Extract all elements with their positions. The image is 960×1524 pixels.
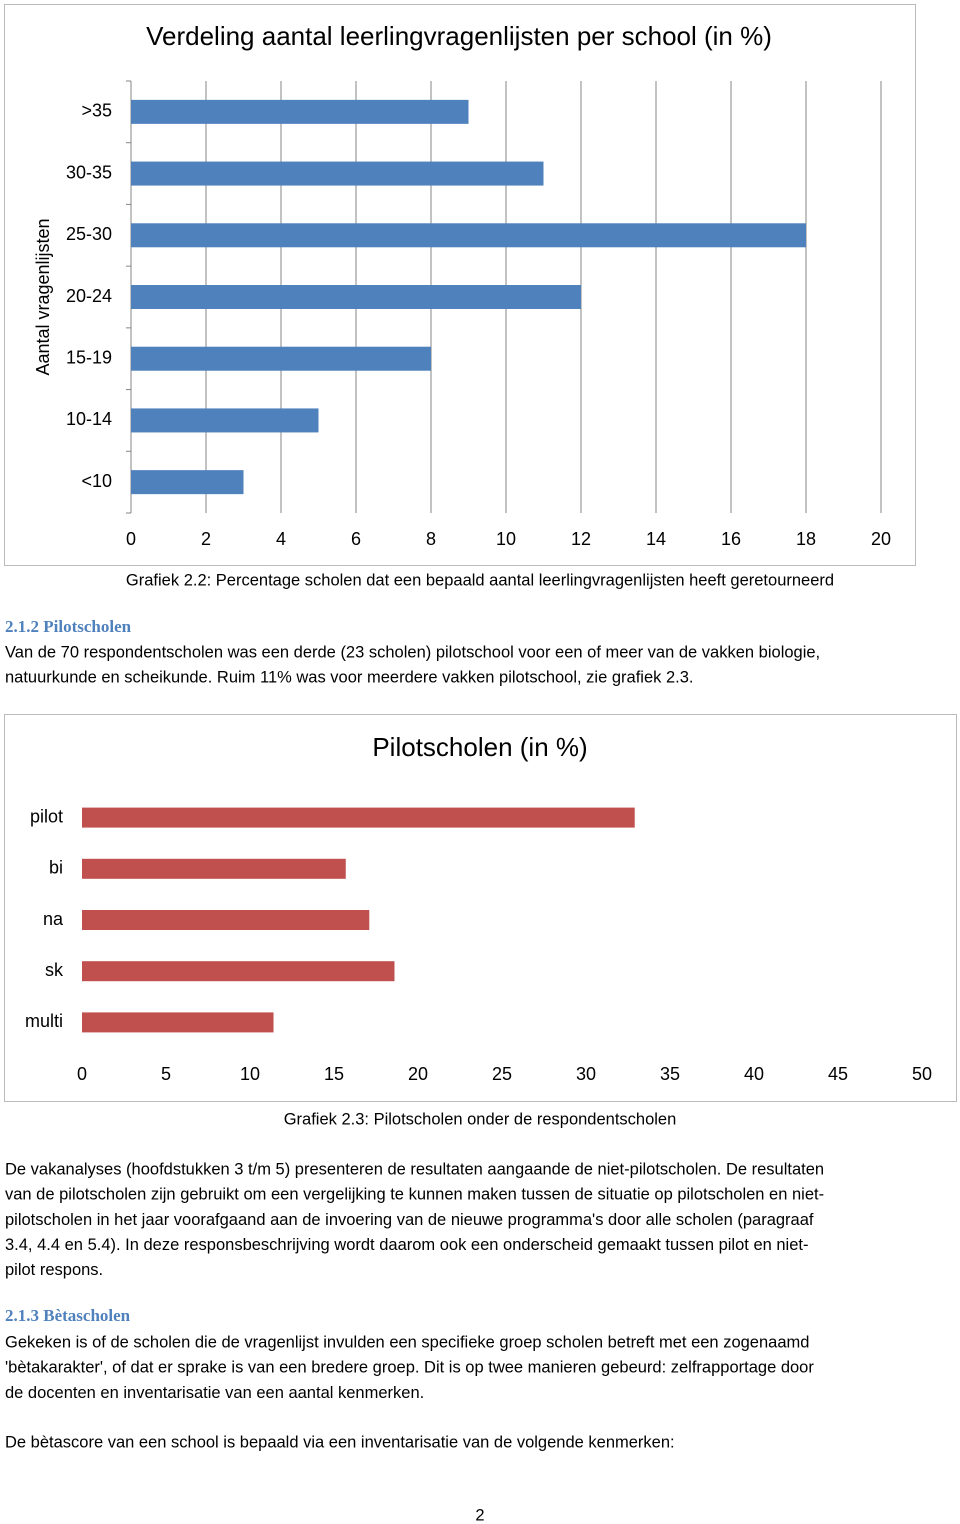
y-tick-label: na	[43, 909, 64, 929]
chart-title: Verdeling aantal leerlingvragenlijsten p…	[146, 21, 772, 51]
x-tick-label: 35	[660, 1064, 680, 1084]
x-tick-label: 20	[408, 1064, 428, 1084]
bar	[131, 285, 581, 309]
x-tick-label: 50	[912, 1064, 932, 1084]
y-tick-label: 25-30	[66, 224, 112, 244]
bar	[131, 99, 469, 124]
x-tick-label: 0	[77, 1064, 87, 1084]
y-tick-label: >35	[81, 101, 112, 121]
y-tick-label: <10	[81, 471, 112, 491]
chart-frame	[4, 714, 957, 1102]
bar	[82, 807, 635, 828]
x-tick-label: 2	[201, 529, 211, 549]
x-tick-label: 18	[796, 529, 816, 549]
bar	[82, 961, 395, 982]
x-tick-label: 6	[351, 529, 361, 549]
y-tick-label: bi	[49, 858, 63, 878]
y-axis-label: Aantal vragenlijsten	[33, 218, 53, 375]
paragraph-line: De vakanalyses (hoofdstukken 3 t/m 5) pr…	[5, 1160, 824, 1178]
x-tick-label: 40	[744, 1064, 764, 1084]
y-tick-label: 30-35	[66, 162, 112, 182]
bar	[82, 858, 346, 879]
y-tick-label: 15-19	[66, 347, 112, 367]
x-tick-label: 20	[871, 529, 891, 549]
paragraph-line: 3.4, 4.4 en 5.4). In deze responsbeschri…	[5, 1236, 808, 1254]
paragraph-line: De bètascore van een school is bepaald v…	[5, 1433, 675, 1451]
caption: Grafiek 2.2: Percentage scholen dat een …	[126, 571, 834, 589]
bar	[131, 408, 319, 433]
bar	[131, 346, 431, 371]
bar	[131, 223, 806, 248]
page-number: 2	[475, 1506, 484, 1524]
paragraph-line: pilot respons.	[5, 1261, 103, 1279]
y-tick-label: sk	[45, 960, 64, 980]
x-tick-label: 8	[426, 529, 436, 549]
paragraph-line: pilotscholen in het jaar voorafgaand aan…	[5, 1211, 814, 1229]
bar	[131, 161, 544, 186]
heading: 2.1.2 Pilotscholen	[5, 617, 132, 636]
x-tick-label: 30	[576, 1064, 596, 1084]
x-tick-label: 4	[276, 529, 286, 549]
x-tick-label: 0	[126, 529, 136, 549]
paragraph-line: natuurkunde en scheikunde. Ruim 11% was …	[5, 669, 694, 687]
x-tick-label: 45	[828, 1064, 848, 1084]
paragraph-line: de docenten en inventarisatie van een aa…	[5, 1384, 424, 1402]
x-tick-label: 12	[571, 529, 591, 549]
x-tick-label: 14	[646, 529, 666, 549]
caption: Grafiek 2.3: Pilotscholen onder de respo…	[284, 1110, 677, 1128]
x-tick-label: 5	[161, 1064, 171, 1084]
y-tick-label: 10-14	[66, 409, 112, 429]
bar	[82, 910, 370, 930]
heading: 2.1.3 Bètascholen	[5, 1306, 131, 1325]
x-tick-label: 16	[721, 529, 741, 549]
x-tick-label: 15	[324, 1064, 344, 1084]
paragraph-line: van de pilotscholen zijn gebruikt om een…	[5, 1186, 824, 1204]
paragraph-line: Van de 70 respondentscholen was een derd…	[5, 643, 820, 661]
paragraph-line: Gekeken is of de scholen die de vragenli…	[5, 1333, 809, 1351]
x-tick-label: 25	[492, 1064, 512, 1084]
x-tick-label: 10	[496, 529, 516, 549]
paragraph-line: 'bètakarakter', of dat er sprake is van …	[5, 1359, 814, 1377]
y-tick-label: pilot	[30, 806, 63, 826]
chart-frame	[4, 4, 916, 566]
x-tick-label: 10	[240, 1064, 260, 1084]
y-tick-label: 20-24	[66, 286, 112, 306]
bar	[82, 1012, 274, 1033]
y-tick-label: multi	[25, 1011, 63, 1031]
bar	[131, 470, 244, 495]
chart-title: Pilotscholen (in %)	[372, 732, 587, 762]
